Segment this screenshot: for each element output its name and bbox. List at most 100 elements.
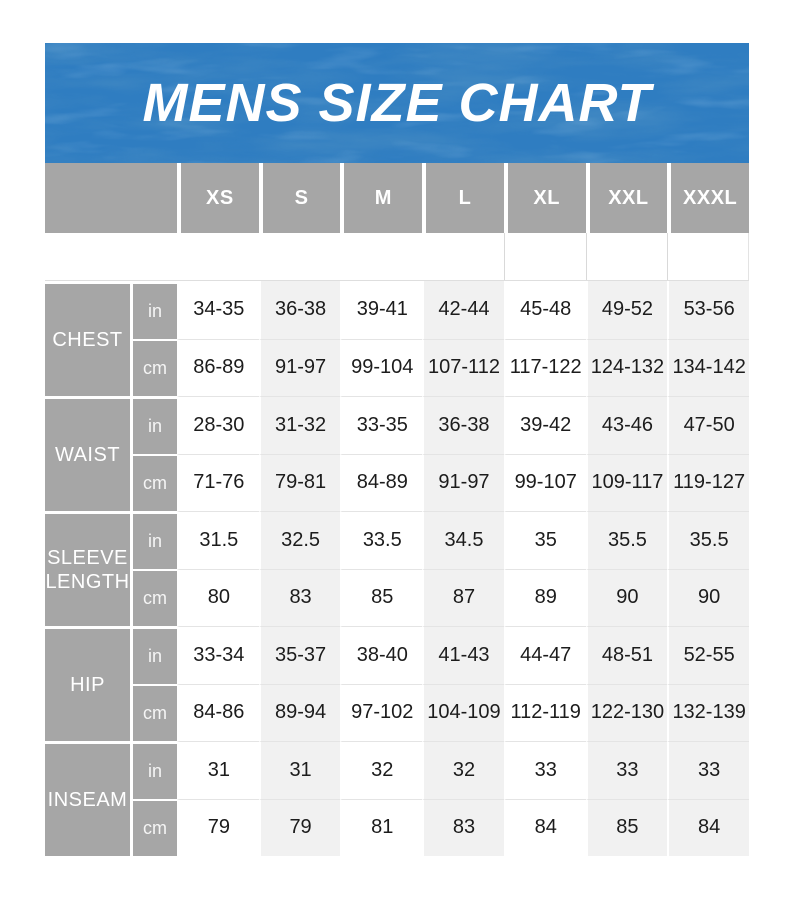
size-column-header-xs: XS <box>177 163 259 233</box>
chart-title: MENS SIZE CHART <box>142 73 652 133</box>
cell-sleeve-length-cm-xl: 89 <box>503 568 586 626</box>
cell-sleeve-length-cm-m: 85 <box>340 568 423 626</box>
spacer-cell <box>45 233 504 280</box>
size-column-header-xxxl: XXXL <box>667 163 749 233</box>
cell-chest-in-m: 39-41 <box>340 281 423 339</box>
cell-waist-cm-xxxl: 119-127 <box>667 453 749 511</box>
cell-inseam-in-xl: 33 <box>503 741 586 799</box>
cell-waist-in-xxl: 43-46 <box>585 396 668 454</box>
row-label-inseam: INSEAM <box>45 741 133 856</box>
cell-hip-cm-xl: 112-119 <box>503 683 586 741</box>
unit-cell-sleeve-length-cm: cm <box>133 568 177 626</box>
cell-waist-cm-m: 84-89 <box>340 453 423 511</box>
cell-sleeve-length-in-xl: 35 <box>503 511 586 569</box>
cell-inseam-in-s: 31 <box>258 741 341 799</box>
size-column-header-s: S <box>258 163 341 233</box>
unit-cell-inseam-in: in <box>133 741 177 799</box>
unit-cell-chest-cm: cm <box>133 338 177 396</box>
cell-chest-in-xxl: 49-52 <box>585 281 668 339</box>
cell-chest-cm-m: 99-104 <box>340 338 423 396</box>
cell-hip-cm-l: 104-109 <box>422 683 504 741</box>
cell-waist-in-l: 36-38 <box>422 396 504 454</box>
cell-waist-in-s: 31-32 <box>258 396 341 454</box>
cell-inseam-in-xxl: 33 <box>585 741 668 799</box>
row-label-sleeve-length: SLEEVE LENGTH <box>45 511 133 626</box>
cell-sleeve-length-in-xxxl: 35.5 <box>667 511 749 569</box>
header-corner-cell <box>45 163 177 233</box>
cell-hip-cm-xxl: 122-130 <box>585 683 668 741</box>
unit-cell-chest-in: in <box>133 281 177 339</box>
section-waist: WAIST in 28-30 31-32 33-35 36-38 39-42 43-46 47-… <box>45 396 749 511</box>
cell-inseam-cm-xxxl: 84 <box>667 798 749 856</box>
cell-sleeve-length-cm-xs: 80 <box>177 568 259 626</box>
cell-inseam-cm-xl: 84 <box>503 798 586 856</box>
cell-sleeve-length-cm-xxl: 90 <box>585 568 668 626</box>
cell-hip-in-m: 38-40 <box>340 626 423 684</box>
cell-inseam-in-xxxl: 33 <box>667 741 749 799</box>
cell-hip-cm-xxxl: 132-139 <box>667 683 749 741</box>
cell-inseam-in-l: 32 <box>422 741 504 799</box>
cell-sleeve-length-in-s: 32.5 <box>258 511 341 569</box>
cell-inseam-cm-l: 83 <box>422 798 504 856</box>
cell-waist-cm-xl: 99-107 <box>503 453 586 511</box>
size-chart-card: MENS SIZE CHART XS S M L XL XXL XXXL CHEST in 34… <box>45 43 749 856</box>
cell-inseam-in-m: 32 <box>340 741 423 799</box>
unit-cell-hip-in: in <box>133 626 177 684</box>
cell-chest-in-s: 36-38 <box>258 281 341 339</box>
cell-hip-in-l: 41-43 <box>422 626 504 684</box>
cell-sleeve-length-in-xxl: 35.5 <box>585 511 668 569</box>
cell-sleeve-length-cm-xxxl: 90 <box>667 568 749 626</box>
cell-waist-cm-l: 91-97 <box>422 453 504 511</box>
cell-inseam-cm-s: 79 <box>258 798 341 856</box>
size-table-body: CHEST in 34-35 36-38 39-41 42-44 45-48 49-52 53-… <box>45 281 749 856</box>
spacer-cell <box>585 233 668 280</box>
size-column-header-m: M <box>340 163 423 233</box>
cell-inseam-cm-xs: 79 <box>177 798 259 856</box>
cell-sleeve-length-in-xs: 31.5 <box>177 511 259 569</box>
unit-cell-sleeve-length-in: in <box>133 511 177 569</box>
cell-chest-in-xl: 45-48 <box>503 281 586 339</box>
cell-hip-cm-s: 89-94 <box>258 683 341 741</box>
section-chest: CHEST in 34-35 36-38 39-41 42-44 45-48 49-52 53-… <box>45 281 749 396</box>
size-column-header-xxl: XXL <box>585 163 668 233</box>
cell-inseam-cm-m: 81 <box>340 798 423 856</box>
cell-hip-cm-m: 97-102 <box>340 683 423 741</box>
banner: MENS SIZE CHART <box>45 43 749 163</box>
cell-waist-in-xxxl: 47-50 <box>667 396 749 454</box>
cell-chest-in-xs: 34-35 <box>177 281 259 339</box>
spacer-cell <box>667 233 749 280</box>
size-column-header-xl: XL <box>503 163 586 233</box>
cell-waist-in-xs: 28-30 <box>177 396 259 454</box>
cell-sleeve-length-cm-s: 83 <box>258 568 341 626</box>
cell-hip-in-xxl: 48-51 <box>585 626 668 684</box>
section-inseam: INSEAM in 31 31 32 32 33 33 33 cm 79 79 81 83 84 85 84 <box>45 741 749 856</box>
unit-cell-hip-cm: cm <box>133 683 177 741</box>
cell-hip-in-s: 35-37 <box>258 626 341 684</box>
cell-chest-cm-s: 91-97 <box>258 338 341 396</box>
cell-chest-cm-xs: 86-89 <box>177 338 259 396</box>
forest-texture-image <box>45 43 749 163</box>
cell-sleeve-length-in-l: 34.5 <box>422 511 504 569</box>
spacer-cell <box>503 233 586 280</box>
cell-inseam-cm-xxl: 85 <box>585 798 668 856</box>
cell-sleeve-length-in-m: 33.5 <box>340 511 423 569</box>
row-label-hip: HIP <box>45 626 133 741</box>
cell-sleeve-length-cm-l: 87 <box>422 568 504 626</box>
size-column-header-l: L <box>422 163 504 233</box>
cell-waist-cm-xs: 71-76 <box>177 453 259 511</box>
cell-hip-in-xs: 33-34 <box>177 626 259 684</box>
section-sleeve-length: SLEEVE LENGTH in 31.5 32.5 33.5 34.5 35 35.5 35.… <box>45 511 749 626</box>
cell-chest-in-xxxl: 53-56 <box>667 281 749 339</box>
cell-hip-in-xxxl: 52-55 <box>667 626 749 684</box>
cell-waist-cm-xxl: 109-117 <box>585 453 668 511</box>
section-hip: HIP in 33-34 35-37 38-40 41-43 44-47 48-51 52-55… <box>45 626 749 741</box>
cell-waist-cm-s: 79-81 <box>258 453 341 511</box>
cell-waist-in-xl: 39-42 <box>503 396 586 454</box>
row-label-waist: WAIST <box>45 396 133 511</box>
unit-cell-waist-in: in <box>133 396 177 454</box>
unit-cell-inseam-cm: cm <box>133 798 177 856</box>
row-label-chest: CHEST <box>45 281 133 396</box>
cell-inseam-in-xs: 31 <box>177 741 259 799</box>
cell-hip-in-xl: 44-47 <box>503 626 586 684</box>
